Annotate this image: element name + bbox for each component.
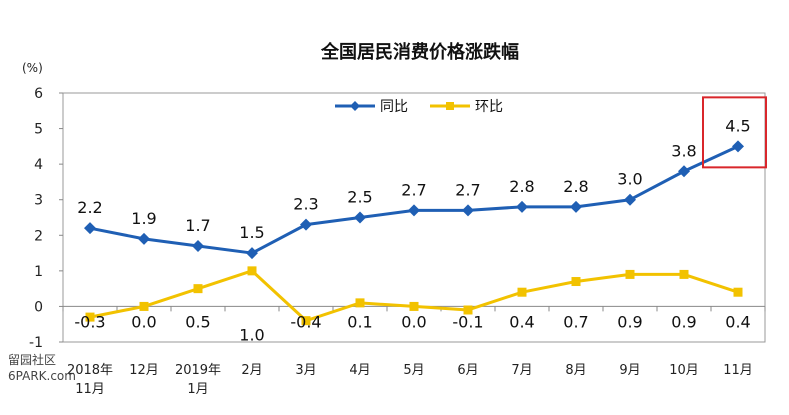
point-marker [732, 140, 744, 153]
x-tick-label: 8月 [565, 363, 586, 378]
data-label: 3.0 [617, 170, 642, 189]
point-marker [246, 247, 258, 260]
data-label: 4.5 [725, 116, 750, 135]
y-tick-label: 2 [34, 228, 43, 244]
data-label: 0.0 [131, 312, 156, 331]
data-label: 1.7 [185, 216, 210, 235]
legend-swatch-marker [350, 101, 360, 111]
point-marker [516, 200, 528, 213]
x-tick-label: 12月 [129, 363, 159, 378]
x-tick-label: 4月 [349, 363, 370, 378]
x-tick-label: 3月 [295, 363, 316, 378]
point-marker [354, 211, 366, 224]
x-tick-label-line2: 1月 [187, 382, 208, 397]
data-label: -0.4 [290, 312, 321, 331]
x-tick-label: 2019年 [175, 363, 221, 378]
data-label: 0.5 [185, 312, 210, 331]
point-marker [355, 298, 365, 308]
highlight-box [702, 96, 767, 169]
point-marker [300, 218, 312, 231]
x-tick-label: 9月 [619, 363, 640, 378]
y-tick-label: 4 [34, 157, 43, 173]
x-tick-label: 2018年 [67, 363, 113, 378]
legend: 同比 环比 [335, 99, 503, 115]
point-marker [571, 277, 581, 287]
point-marker [733, 287, 743, 297]
watermark: 留园社区 6PARK.com [8, 352, 76, 383]
axes: -1 0 1 2 3 4 5 6 2018年 11月 12月 2019年 1月 2月 3月 4月 5月 6月 7月 8… [29, 86, 766, 397]
x-tick-label: 11月 [723, 363, 753, 378]
y-tick-label: 0 [34, 299, 43, 315]
data-label: 0.9 [671, 312, 696, 331]
data-label: 0.0 [401, 312, 426, 331]
data-label: 0.4 [509, 312, 534, 331]
point-marker [570, 200, 582, 213]
x-tick-label: 7月 [511, 363, 532, 378]
data-label: 2.8 [509, 177, 534, 196]
point-marker [409, 301, 419, 311]
labels-layer: 2.2 1.9 1.7 1.5 2.3 2.5 2.7 2.7 2.8 2.8 3.0 3.8 4.5 -… [74, 96, 767, 344]
data-label: 2.7 [455, 180, 480, 199]
y-tick-label: 1 [34, 264, 43, 280]
data-label: 2.5 [347, 188, 372, 207]
data-label: 2.7 [401, 180, 426, 199]
y-axis-unit: (%) [22, 61, 43, 75]
legend-label: 同比 [380, 99, 408, 115]
point-marker [192, 239, 204, 252]
point-marker [301, 316, 311, 326]
plot-frame [62, 92, 766, 343]
data-label: 1.0 [239, 325, 264, 344]
point-marker [139, 301, 149, 311]
point-marker [84, 222, 96, 235]
x-tick-label: 2月 [241, 363, 262, 378]
data-label: 0.4 [725, 312, 750, 331]
y-tick-label: 3 [34, 193, 43, 209]
y-tick-label: 6 [34, 86, 43, 102]
legend-label: 环比 [475, 99, 503, 115]
point-marker [678, 165, 690, 178]
point-marker [193, 284, 203, 294]
point-marker [462, 204, 474, 217]
point-marker [408, 204, 420, 217]
watermark-site: 6PARK.com [8, 369, 76, 383]
series-line-0 [89, 144, 739, 255]
data-label: 0.7 [563, 312, 588, 331]
data-label: 2.8 [563, 177, 588, 196]
data-label: -0.3 [74, 312, 105, 331]
point-marker [517, 287, 527, 297]
data-label: 1.9 [131, 209, 156, 228]
data-label: 3.8 [671, 141, 696, 160]
chart-title: 全国居民消费价格涨跌幅 [320, 41, 519, 63]
point-marker [138, 232, 150, 245]
point-marker [625, 269, 635, 279]
data-label: 0.1 [347, 312, 372, 331]
point-marker [624, 193, 636, 206]
data-label: 1.5 [239, 223, 264, 242]
x-tick-label-line2: 11月 [75, 382, 105, 397]
x-tick-label: 6月 [457, 363, 478, 378]
watermark-glyphs: 留园社区 [8, 352, 56, 367]
point-marker [463, 305, 473, 315]
point-marker [679, 269, 689, 279]
data-label: 0.9 [617, 312, 642, 331]
y-tick-label: -1 [29, 335, 43, 351]
point-marker [247, 266, 257, 276]
y-tick-label: 5 [34, 122, 43, 138]
legend-swatch-marker [446, 102, 454, 110]
data-label: 2.3 [293, 195, 318, 214]
data-label: 2.2 [77, 198, 102, 217]
x-tick-label: 10月 [669, 363, 699, 378]
series-layer [84, 140, 744, 326]
data-label: -0.1 [452, 312, 483, 331]
point-marker [85, 312, 95, 322]
x-tick-label: 5月 [403, 363, 424, 378]
